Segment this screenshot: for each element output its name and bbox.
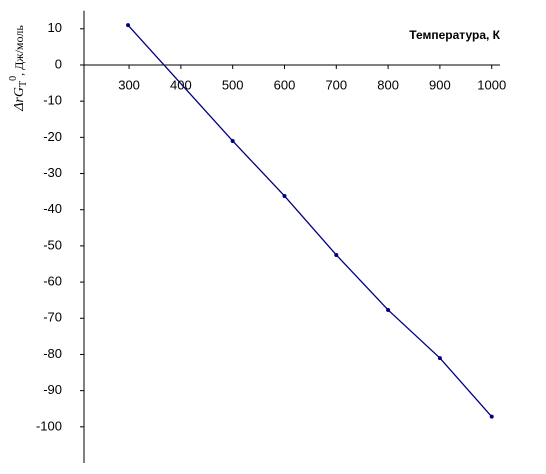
x-tick-label: 1000 bbox=[477, 77, 506, 92]
x-tick-label: 300 bbox=[118, 77, 140, 92]
data-point bbox=[126, 23, 131, 28]
data-point bbox=[437, 356, 442, 361]
y-tick-label: -90 bbox=[43, 382, 62, 397]
data-point bbox=[334, 252, 339, 257]
y-tick-label: -30 bbox=[43, 165, 62, 180]
y-tick-label: -10 bbox=[43, 93, 62, 108]
data-point bbox=[386, 307, 391, 312]
data-point bbox=[230, 138, 235, 143]
y-tick-label: -50 bbox=[43, 237, 62, 252]
x-tick-label: 700 bbox=[325, 77, 347, 92]
y-tick-label: 0 bbox=[55, 56, 62, 71]
y-tick-label: -60 bbox=[43, 274, 62, 289]
x-tick-label: 400 bbox=[170, 77, 192, 92]
y-tick-label: -70 bbox=[43, 310, 62, 325]
chart-title: Температура, К bbox=[409, 28, 500, 42]
y-tick-label: -100 bbox=[36, 418, 62, 433]
x-tick-label: 900 bbox=[429, 77, 451, 92]
x-tick-label: 500 bbox=[222, 77, 244, 92]
y-label-unit: , Дж/моль bbox=[12, 25, 26, 76]
y-tick-label: 10 bbox=[48, 20, 62, 35]
y-label-symbol: ΔrG bbox=[12, 87, 27, 112]
y-tick-label: -40 bbox=[43, 201, 62, 216]
y-label-sub: T bbox=[18, 81, 29, 87]
y-tick-label: -20 bbox=[43, 129, 62, 144]
data-point bbox=[282, 193, 287, 198]
x-tick-label: 600 bbox=[274, 77, 296, 92]
y-label-sup: 0 bbox=[8, 76, 19, 81]
y-tick-label: -80 bbox=[43, 346, 62, 361]
y-axis-label: ΔrGT0, Дж/моль bbox=[8, 25, 29, 112]
data-point bbox=[489, 414, 494, 419]
x-tick-label: 800 bbox=[377, 77, 399, 92]
